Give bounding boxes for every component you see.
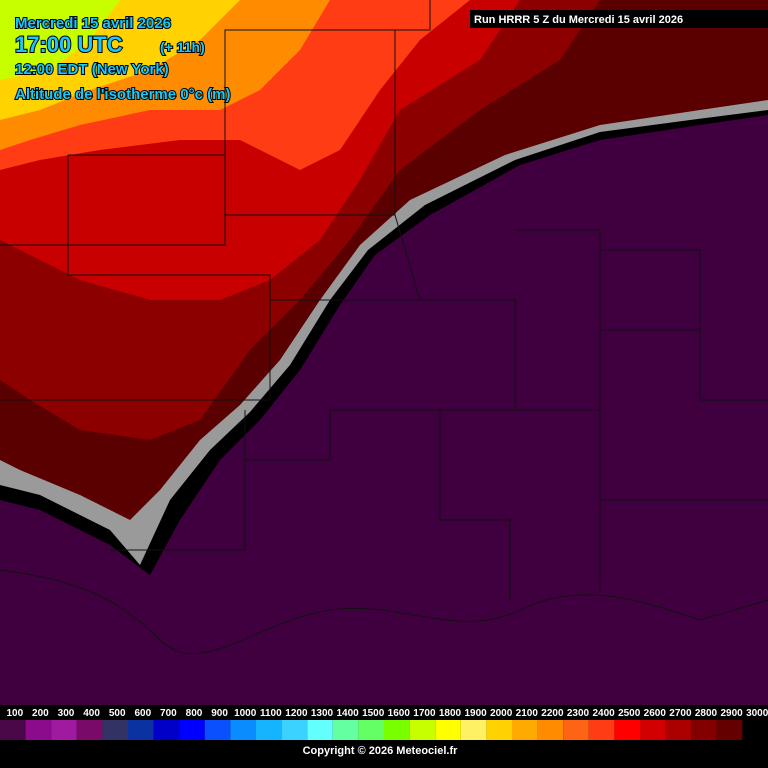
- legend-swatch: [716, 720, 743, 740]
- state-border: [0, 0, 431, 246]
- run-box: [470, 10, 768, 28]
- legend-label: 1200: [285, 708, 308, 719]
- legend-label: 1600: [388, 708, 411, 719]
- parameter: Altitude de l'isotherme 0°c (m): [15, 86, 230, 103]
- legend-swatch: [128, 720, 154, 740]
- legend-label: 1900: [464, 708, 487, 719]
- legend-swatch: [102, 720, 128, 740]
- legend-label: 3000: [746, 708, 768, 719]
- run-info: Run HRRR 5 Z du Mercredi 15 avril 2026: [474, 14, 683, 26]
- legend-swatch: [614, 720, 640, 740]
- legend-label: 2300: [567, 708, 590, 719]
- legend-swatch: [460, 720, 487, 740]
- legend-swatch: [51, 720, 77, 740]
- legend-swatch: [230, 720, 256, 740]
- legend-swatch: [281, 720, 308, 740]
- legend-label: 1300: [311, 708, 334, 719]
- legend-label: 2200: [541, 708, 564, 719]
- legend-label: 1800: [439, 708, 462, 719]
- legend-label: 2900: [720, 708, 743, 719]
- legend-label: 700: [160, 708, 177, 719]
- legend-label: 900: [211, 708, 228, 719]
- legend-label: 800: [186, 708, 203, 719]
- legend-label: 1400: [336, 708, 359, 719]
- legend: 100 200 300 400 500 600 700 800 900 1000 1100 1200 1…: [0, 708, 768, 740]
- legend-swatch: [512, 720, 538, 740]
- legend-label: 2400: [592, 708, 615, 719]
- date: Mercredi 15 avril 2026: [15, 15, 171, 32]
- state-border: [0, 154, 271, 401]
- legend-swatch: [307, 720, 333, 740]
- legend-swatch: [563, 720, 589, 740]
- legend-swatch: [256, 720, 282, 740]
- state-border: [225, 30, 516, 411]
- legend-label: 600: [134, 708, 151, 719]
- legend-label: 2500: [618, 708, 641, 719]
- legend-swatch: [0, 720, 26, 740]
- state-border: [515, 229, 768, 501]
- legend-swatch: [537, 720, 564, 740]
- legend-swatch: [588, 720, 615, 740]
- local-time: 12:00 EDT (New York): [15, 61, 169, 78]
- legend-swatch: [435, 720, 461, 740]
- legend-label: 100: [6, 708, 23, 719]
- legend-label: 2700: [669, 708, 692, 719]
- utc-time: 17:00 UTC: [15, 32, 123, 57]
- legend-label: 2000: [490, 708, 513, 719]
- legend-label: 500: [109, 708, 126, 719]
- legend-swatch: [153, 720, 180, 740]
- legend-swatch: [665, 720, 692, 740]
- field-lime: [0, 0, 120, 80]
- legend-label: 1100: [260, 708, 282, 719]
- legend-swatch: [640, 720, 666, 740]
- borders: [0, 0, 768, 655]
- legend-label: 300: [58, 708, 75, 719]
- legend-label: 1500: [362, 708, 385, 719]
- legend-swatch: [742, 720, 768, 740]
- legend-label: 1000: [234, 708, 257, 719]
- coastline: [0, 569, 768, 655]
- legend-swatch: [76, 720, 103, 740]
- legend-swatch: [384, 720, 410, 740]
- legend-swatch: [358, 720, 384, 740]
- legend-swatch: [25, 720, 52, 740]
- copyright: Copyright © 2026 Meteociel.fr: [303, 745, 459, 757]
- legend-swatch: [204, 720, 231, 740]
- legend-swatch: [691, 720, 717, 740]
- legend-label: 400: [83, 708, 100, 719]
- legend-label: 1700: [413, 708, 436, 719]
- legend-label: 200: [32, 708, 49, 719]
- legend-label: 2800: [695, 708, 718, 719]
- legend-label: 2100: [516, 708, 539, 719]
- legend-swatch: [409, 720, 436, 740]
- offset: (+ 11h): [160, 39, 205, 55]
- legend-swatch: [332, 720, 359, 740]
- legend-swatch: [486, 720, 512, 740]
- legend-swatch: [179, 720, 205, 740]
- legend-label: 2600: [644, 708, 667, 719]
